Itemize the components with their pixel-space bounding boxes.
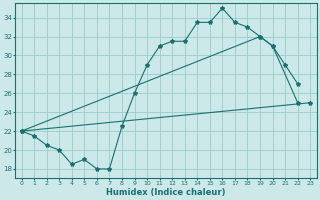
X-axis label: Humidex (Indice chaleur): Humidex (Indice chaleur)	[106, 188, 226, 197]
